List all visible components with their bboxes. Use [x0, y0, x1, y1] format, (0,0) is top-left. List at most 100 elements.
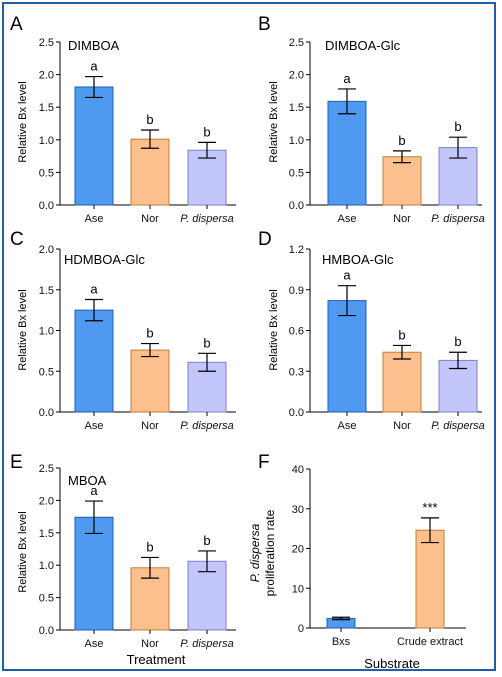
chart-title: MBOA — [68, 473, 107, 488]
y-axis-label: Relative Bx level — [17, 81, 29, 162]
y-tick-label: 0.0 — [289, 200, 304, 212]
y-tick-label: 20 — [292, 544, 304, 556]
panel-letter: B — [258, 14, 271, 35]
x-tick-label: Nor — [393, 420, 411, 432]
y-tick-label: 0.0 — [39, 625, 54, 637]
chart-title: HMBOA-Glc — [322, 252, 394, 267]
bar — [438, 359, 478, 413]
chart-panel-c: C HDMBOA-Glc Relative Bx level 0.0 0.5 1.0… — [10, 229, 236, 432]
y-tick-label: 2.5 — [289, 37, 304, 49]
y-tick-label: 0.5 — [39, 593, 54, 605]
significance-label: b — [146, 112, 153, 127]
y-tick-label: 0.0 — [289, 407, 304, 419]
y-axis-label: Relative Bx level — [268, 289, 280, 370]
y-tick-label: 30 — [292, 504, 304, 516]
chart-panel-e: E MBOA Relative Bx level Treatment 0.00.… — [10, 452, 236, 667]
x-tick-label: Ase — [85, 420, 104, 432]
y-tick-label: 1.0 — [289, 135, 304, 147]
y-tick-label: 1.5 — [39, 528, 54, 540]
bar — [130, 349, 170, 413]
y-tick-label: 1.5 — [39, 285, 54, 297]
y-tick-label: 0.9 — [289, 285, 304, 297]
bar — [327, 300, 367, 413]
y-tick-label: 40 — [292, 464, 304, 476]
x-tick-label: Ase — [85, 213, 104, 225]
bar — [382, 156, 422, 206]
significance-label: a — [90, 483, 98, 498]
bar — [74, 309, 114, 413]
x-tick-label: P. dispersa — [431, 420, 485, 432]
y-tick-label: 2.0 — [289, 70, 304, 82]
x-tick-label: P. dispersa — [180, 213, 234, 225]
plot-area: 0 10 20 30 40 Bxs *** Crude extract — [292, 464, 466, 648]
x-tick-label: Crude extract — [397, 636, 463, 648]
panel-letter: E — [10, 452, 23, 473]
y-tick-label: 1.2 — [289, 244, 304, 256]
panel-letter: F — [258, 452, 270, 473]
y-tick-label: 1.0 — [39, 560, 54, 572]
y-tick-label: 1.5 — [39, 102, 54, 114]
significance-label: b — [398, 133, 405, 148]
bar — [130, 138, 170, 206]
significance-label: b — [146, 326, 153, 341]
x-tick-label: Nor — [141, 213, 159, 225]
significance-label: a — [343, 71, 351, 86]
plot-area: 0.0 0.5 1.0 1.5 2.0 2.5 a Ase b Nor b P. dispersa — [289, 37, 485, 225]
significance-label: b — [146, 539, 153, 554]
y-tick-label: 0.0 — [39, 200, 54, 212]
chart-panel-b: B DIMBOA-Glc Relative Bx level 0.0 0.5 1.0… — [258, 14, 485, 225]
x-tick-label: Ase — [338, 213, 357, 225]
y-tick-label: 0.5 — [39, 167, 54, 179]
x-tick-label: Ase — [338, 420, 357, 432]
y-tick-label: 0.6 — [289, 326, 304, 338]
bar — [187, 560, 227, 631]
chart-panel-d: D HMBOA-Glc Relative Bx level 0.00.30.60… — [258, 229, 485, 432]
y-tick-label: 0.0 — [39, 407, 54, 419]
y-tick-label: 2.0 — [39, 495, 54, 507]
y-tick-label: 0.5 — [39, 366, 54, 378]
y-tick-label: 1.0 — [39, 326, 54, 338]
x-axis-label: Substrate — [364, 656, 420, 671]
x-tick-label: Nor — [141, 420, 159, 432]
significance-label: b — [203, 533, 210, 548]
y-tick-label: 0.3 — [289, 366, 304, 378]
plot-area: 0.0 0.5 1.0 1.5 2.0 a Ase b Nor b P. dispersa — [39, 244, 236, 432]
significance-label: a — [90, 59, 98, 74]
panel-letter: A — [10, 14, 23, 35]
plot-area: 0.0 0.5 1.0 1.5 2.0 2.5 a Ase b Nor b P. dispersa — [39, 463, 236, 650]
plot-area: 0.0 0.3 0.6 0.9 1.2 a Ase b Nor b P. dispersa — [289, 244, 485, 432]
chart-title: HDMBOA-Glc — [64, 252, 145, 267]
x-tick-label: P. dispersa — [431, 213, 485, 225]
significance-label: b — [398, 327, 405, 342]
y-axis-label: Relative Bx level — [17, 511, 29, 592]
significance-label: a — [343, 268, 351, 283]
bar — [327, 100, 367, 206]
y-axis-label: proliferation rate — [263, 509, 277, 596]
bar — [74, 86, 114, 206]
y-tick-label: 10 — [292, 583, 304, 595]
y-axis-label: Relative Bx level — [268, 81, 280, 162]
y-tick-label: 2.0 — [39, 70, 54, 82]
y-tick-label: 2.0 — [39, 244, 54, 256]
significance-label: b — [454, 334, 461, 349]
x-tick-label: Nor — [141, 638, 159, 650]
chart-panel-f: F P. dispersa proliferation rate Substra… — [248, 452, 466, 671]
chart-panel-a: A DIMBOA Relative Bx level 0.0 0.5 1.0 1.5 2… — [10, 14, 236, 225]
y-tick-label: 2.5 — [39, 463, 54, 475]
panel-letter: D — [258, 229, 272, 250]
y-tick-label: 1.0 — [39, 135, 54, 147]
plot-area: 0.0 0.5 1.0 1.5 2.0 2.5 a Ase b Nor b P. dispersa — [39, 37, 236, 225]
chart-title: DIMBOA-Glc — [325, 38, 401, 53]
y-tick-label: 1.5 — [289, 102, 304, 114]
bar — [415, 529, 445, 629]
significance-label: b — [203, 124, 210, 139]
chart-title: DIMBOA — [68, 38, 120, 53]
x-tick-label: Nor — [393, 213, 411, 225]
y-tick-label: 2.5 — [39, 37, 54, 49]
significance-label: a — [90, 282, 98, 297]
y-axis-label: Relative Bx level — [17, 289, 29, 370]
x-tick-label: P. dispersa — [180, 638, 234, 650]
bar — [74, 516, 114, 631]
y-tick-label: 0.5 — [289, 167, 304, 179]
